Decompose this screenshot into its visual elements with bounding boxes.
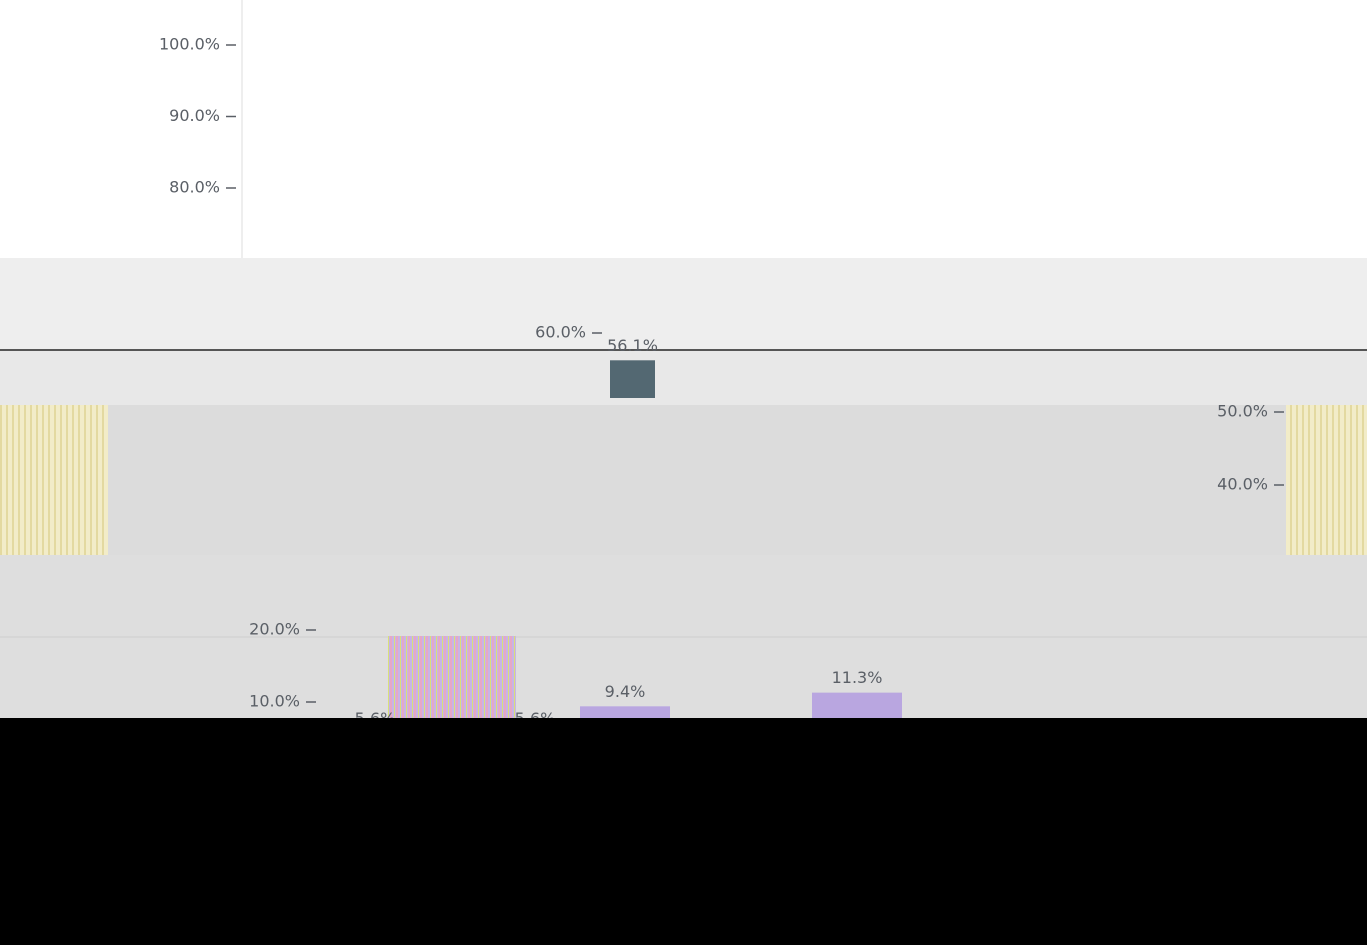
y-tick-label: 60.0% xyxy=(535,323,586,342)
y-tick-label: 80.0% xyxy=(169,178,220,197)
band xyxy=(0,351,1367,405)
y-tick-label: 20.0% xyxy=(249,620,300,639)
y-tick-label: 100.0% xyxy=(159,35,220,54)
stripe-panel xyxy=(0,405,108,555)
stripe-panel xyxy=(1286,405,1367,555)
y-tick-label: 50.0% xyxy=(1217,402,1268,421)
glitch-block xyxy=(388,636,516,718)
y-tick-label: 10.0% xyxy=(249,692,300,711)
bar-label: 11.3% xyxy=(832,668,883,687)
bar-label: 56.1% xyxy=(607,336,658,355)
black-region xyxy=(0,718,1367,945)
y-tick-label: 90.0% xyxy=(169,106,220,125)
band xyxy=(0,258,1367,350)
band xyxy=(0,405,1367,555)
top-region xyxy=(0,0,1367,258)
y-tick-label: 40.0% xyxy=(1217,475,1268,494)
bar xyxy=(610,360,655,398)
bar-label: 9.4% xyxy=(605,682,646,701)
